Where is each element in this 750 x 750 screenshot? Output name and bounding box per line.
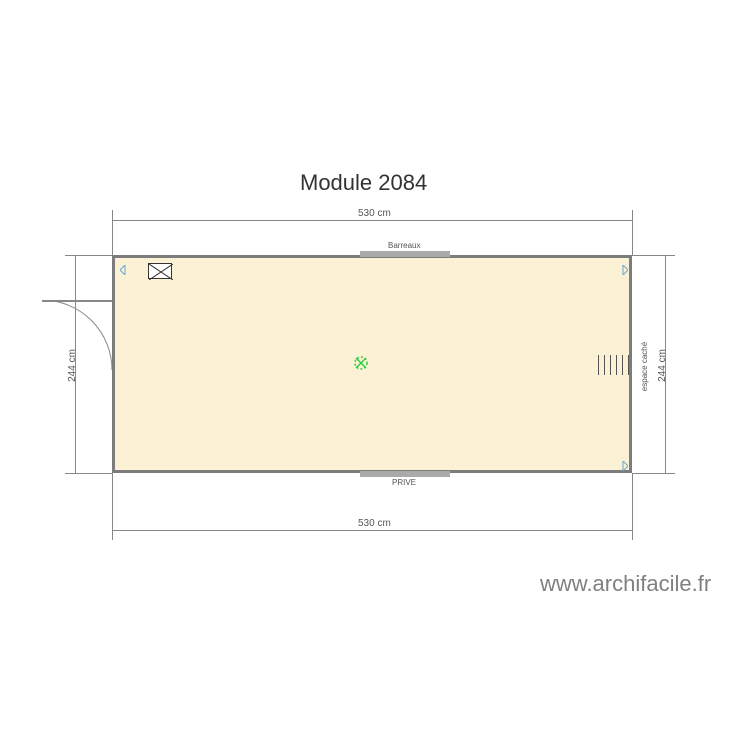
- door-arc: [42, 300, 182, 440]
- dim-bottom-line: [112, 530, 632, 531]
- dim-left-tick-b: [65, 473, 112, 474]
- dim-top-line: [112, 220, 632, 221]
- dim-bottom-tick-r: [632, 473, 633, 540]
- dim-bottom-text: 530 cm: [358, 518, 391, 529]
- outlet-icon: [120, 262, 130, 280]
- room-outline: [112, 255, 632, 473]
- window-top: [360, 251, 450, 257]
- outlet-icon: [618, 458, 628, 476]
- plan-title: Module 2084: [300, 170, 427, 196]
- center-mark-icon: [353, 355, 369, 376]
- label-right-side: espace caché: [640, 342, 649, 391]
- dim-right-text: 244 cm: [657, 349, 668, 382]
- dim-top-tick-l: [112, 210, 113, 255]
- label-top-window: Barreaux: [388, 241, 420, 250]
- dim-top-text: 530 cm: [358, 208, 391, 219]
- dim-top-tick-r: [632, 210, 633, 255]
- label-bottom-window: PRIVE: [392, 478, 416, 487]
- dim-bottom-tick-l: [112, 473, 113, 540]
- dim-right-tick-b: [632, 473, 675, 474]
- window-bottom: [360, 471, 450, 477]
- outlet-icon: [618, 262, 628, 280]
- envelope-icon: [148, 263, 172, 279]
- floorplan-canvas: Module 2084 530 cm 530 cm 244 cm 244 cm …: [0, 0, 750, 750]
- dim-right-tick-t: [632, 255, 675, 256]
- dim-left-tick-t: [65, 255, 112, 256]
- watermark-text: www.archifacile.fr: [540, 571, 711, 597]
